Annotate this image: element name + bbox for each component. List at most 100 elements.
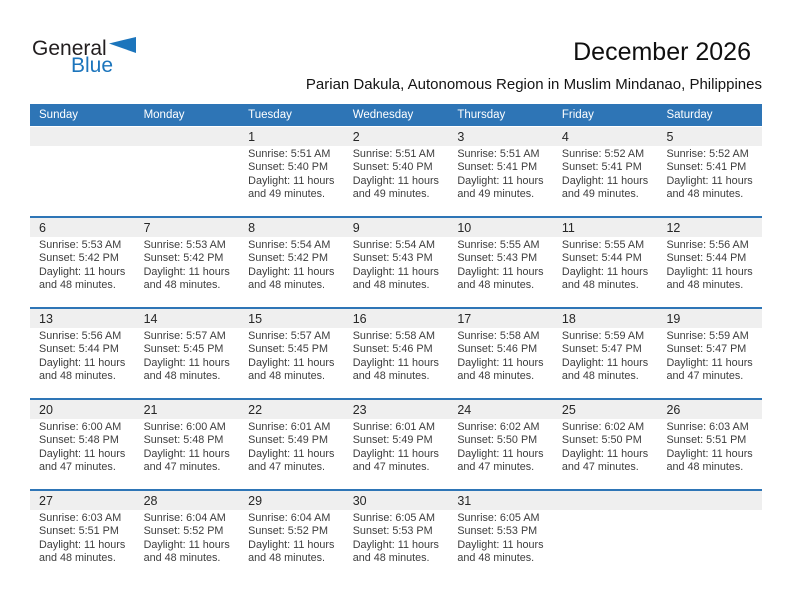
sunset-text: Sunset: 5:41 PM xyxy=(561,161,642,174)
sunrise-text: Sunrise: 5:59 AM xyxy=(666,330,749,342)
day-number: 26 xyxy=(666,402,681,417)
daylight-text-line2: and 49 minutes. xyxy=(248,188,325,201)
day-cell: Sunrise: 5:56 AM Sunset: 5:44 PM Daylight:… xyxy=(657,237,762,307)
daylight-text-line1: Daylight: 11 hours xyxy=(143,265,230,278)
day-number: 12 xyxy=(666,220,681,235)
daylight-text-line1: Daylight: 11 hours xyxy=(457,174,544,187)
day-cell: Sunrise: 5:57 AM Sunset: 5:45 PM Daylight:… xyxy=(239,328,344,398)
daylight-text-line1: Daylight: 11 hours xyxy=(352,174,439,187)
daylight-text-line1: Daylight: 11 hours xyxy=(248,356,335,369)
day-cell: Sunrise: 5:52 AM Sunset: 5:41 PM Daylight:… xyxy=(657,146,762,216)
day-cell: Sunrise: 5:55 AM Sunset: 5:43 PM Daylight:… xyxy=(448,237,553,307)
day-number: 7 xyxy=(143,220,151,235)
day-cell: Sunrise: 5:51 AM Sunset: 5:41 PM Daylight:… xyxy=(448,146,553,216)
day-number: 17 xyxy=(457,311,472,326)
sunset-text: Sunset: 5:47 PM xyxy=(561,343,642,356)
sunset-text: Sunset: 5:51 PM xyxy=(666,434,747,447)
sunrise-text: Sunrise: 5:51 AM xyxy=(457,148,540,160)
daylight-text-line1: Daylight: 11 hours xyxy=(352,356,439,369)
daylight-text-line2: and 48 minutes. xyxy=(457,370,535,383)
day-number: 11 xyxy=(561,220,575,235)
daylight-text-line2: and 47 minutes. xyxy=(666,370,744,383)
day-detail-row: Sunrise: 6:00 AM Sunset: 5:48 PM Daylight:… xyxy=(30,419,762,489)
daylight-text-line1: Daylight: 11 hours xyxy=(248,174,335,187)
sunrise-text: Sunrise: 5:53 AM xyxy=(143,239,226,251)
daylight-text-line1: Daylight: 11 hours xyxy=(248,538,335,551)
day-number: 8 xyxy=(248,220,256,235)
weekday-header-row: Sunday Monday Tuesday Wednesday Thursday… xyxy=(30,104,762,126)
day-number: 29 xyxy=(248,493,263,508)
sunset-text: Sunset: 5:49 PM xyxy=(248,434,328,447)
sunset-text: Sunset: 5:50 PM xyxy=(561,434,642,447)
day-cell: Sunrise: 6:01 AM Sunset: 5:49 PM Daylight:… xyxy=(239,419,344,489)
sunrise-text: Sunrise: 5:52 AM xyxy=(666,148,749,160)
sunset-text: Sunset: 5:46 PM xyxy=(457,343,538,356)
daylight-text-line1: Daylight: 11 hours xyxy=(457,265,544,278)
sunset-text: Sunset: 5:42 PM xyxy=(248,252,328,265)
sunrise-text: Sunrise: 5:57 AM xyxy=(248,330,331,342)
weekday-header-friday: Friday xyxy=(561,109,594,121)
daylight-text-line2: and 47 minutes. xyxy=(248,461,325,474)
day-number: 16 xyxy=(352,311,367,326)
weekday-header-monday: Monday xyxy=(143,109,185,121)
daylight-text-line2: and 48 minutes. xyxy=(352,279,430,292)
day-number: 15 xyxy=(248,311,263,326)
sunrise-text: Sunrise: 6:00 AM xyxy=(39,421,122,433)
sunset-text: Sunset: 5:48 PM xyxy=(39,434,119,447)
day-cell: Sunrise: 5:58 AM Sunset: 5:46 PM Daylight:… xyxy=(344,328,449,398)
daylight-text-line1: Daylight: 11 hours xyxy=(457,356,544,369)
sunrise-text: Sunrise: 6:05 AM xyxy=(352,512,435,524)
sunset-text: Sunset: 5:49 PM xyxy=(352,434,433,447)
day-cell: Sunrise: 5:57 AM Sunset: 5:45 PM Daylight:… xyxy=(135,328,240,398)
day-cell: Sunrise: 5:53 AM Sunset: 5:42 PM Daylight:… xyxy=(135,237,240,307)
day-detail-row: Sunrise: 5:53 AM Sunset: 5:42 PM Daylight:… xyxy=(30,237,762,307)
general-blue-logo: General Blue xyxy=(32,36,136,76)
daylight-text-line2: and 48 minutes. xyxy=(666,461,744,474)
day-number: 21 xyxy=(143,402,158,417)
daylight-text-line2: and 48 minutes. xyxy=(561,279,639,292)
daylight-text-line1: Daylight: 11 hours xyxy=(666,265,753,278)
sunrise-text: Sunrise: 6:03 AM xyxy=(39,512,122,524)
daylight-text-line2: and 48 minutes. xyxy=(352,370,430,383)
sunrise-text: Sunrise: 6:05 AM xyxy=(457,512,540,524)
day-number-row: 27 28 29 30 31 xyxy=(30,491,762,510)
week-row: 6 7 8 9 10 11 12 Sunrise: 5:53 AM Sunset: 5:42 P… xyxy=(30,216,762,307)
daylight-text-line2: and 49 minutes. xyxy=(352,188,430,201)
sunset-text: Sunset: 5:48 PM xyxy=(143,434,224,447)
daylight-text-line1: Daylight: 11 hours xyxy=(561,174,649,187)
day-number: 13 xyxy=(39,311,53,326)
day-number: 22 xyxy=(248,402,263,417)
day-number: 6 xyxy=(39,220,46,235)
weekday-header-saturday: Saturday xyxy=(666,109,713,121)
day-cell: Sunrise: 6:05 AM Sunset: 5:53 PM Daylight:… xyxy=(448,510,553,580)
title-block: December 2026 Parian Dakula, Autonomous … xyxy=(306,38,762,94)
logo-text-blue: Blue xyxy=(71,54,114,77)
day-number: 10 xyxy=(457,220,472,235)
sunrise-text: Sunrise: 5:53 AM xyxy=(39,239,122,251)
day-detail-row: Sunrise: 6:03 AM Sunset: 5:51 PM Daylight:… xyxy=(30,510,762,580)
day-number: 1 xyxy=(248,129,256,144)
daylight-text-line1: Daylight: 11 hours xyxy=(561,265,649,278)
daylight-text-line1: Daylight: 11 hours xyxy=(352,538,439,551)
calendar-weeks: 1 2 3 4 5 Sunrise: 5:51 AM Sunset: 5:40 PM Dayl… xyxy=(30,127,762,580)
sunrise-text: Sunrise: 6:01 AM xyxy=(248,421,331,433)
day-cell: Sunrise: 5:59 AM Sunset: 5:47 PM Daylight:… xyxy=(553,328,658,398)
sunset-text: Sunset: 5:45 PM xyxy=(143,343,224,356)
day-number: 30 xyxy=(352,493,367,508)
day-cell: Sunrise: 5:51 AM Sunset: 5:40 PM Daylight:… xyxy=(344,146,449,216)
day-cell: Sunrise: 6:04 AM Sunset: 5:52 PM Daylight:… xyxy=(135,510,240,580)
sunset-text: Sunset: 5:44 PM xyxy=(39,343,119,356)
daylight-text-line2: and 48 minutes. xyxy=(666,279,744,292)
sunrise-text: Sunrise: 6:04 AM xyxy=(143,512,226,524)
sunset-text: Sunset: 5:46 PM xyxy=(352,343,433,356)
day-cell: Sunrise: 5:51 AM Sunset: 5:40 PM Daylight:… xyxy=(239,146,344,216)
day-cell: Sunrise: 6:01 AM Sunset: 5:49 PM Daylight:… xyxy=(344,419,449,489)
sunrise-text: Sunrise: 5:57 AM xyxy=(143,330,226,342)
daylight-text-line1: Daylight: 11 hours xyxy=(561,447,649,460)
weekday-header-sunday: Sunday xyxy=(39,109,79,121)
daylight-text-line2: and 48 minutes. xyxy=(561,370,639,383)
day-cell: Sunrise: 5:54 AM Sunset: 5:43 PM Daylight:… xyxy=(344,237,449,307)
day-cell: Sunrise: 5:56 AM Sunset: 5:44 PM Daylight:… xyxy=(30,328,135,398)
location-subtitle: Parian Dakula, Autonomous Region in Musl… xyxy=(305,76,762,93)
day-cell: Sunrise: 6:02 AM Sunset: 5:50 PM Daylight:… xyxy=(448,419,553,489)
